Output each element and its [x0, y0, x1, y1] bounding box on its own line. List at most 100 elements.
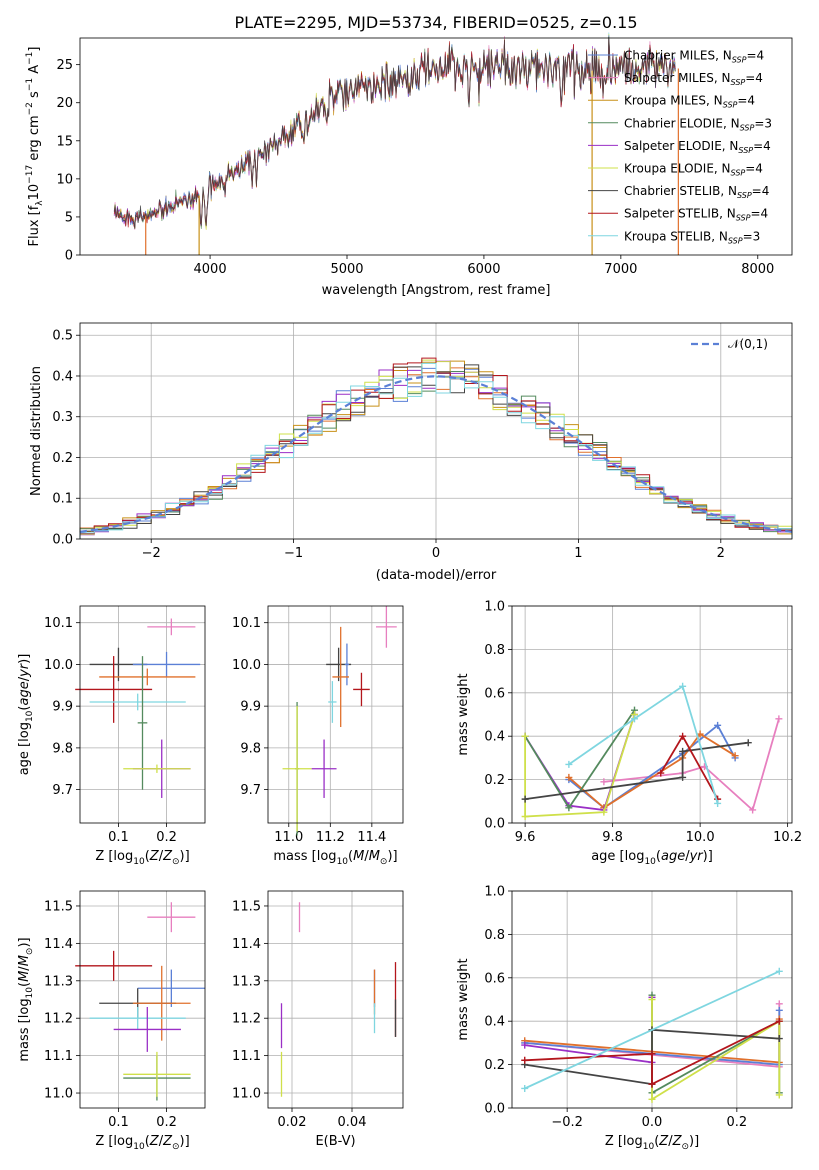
legend-entry: Salpeter STELIB, NSSP=4: [624, 207, 768, 223]
age_vs_mass-xlabel: mass [log10(M/M⊙)]: [273, 849, 397, 867]
mass_weight_vs_age-marker: [631, 715, 638, 723]
spectrum-series-line: [113, 36, 676, 229]
age_vs_Z-ylabel: age [log10(age/yr)]: [17, 654, 35, 776]
residuals-ytick-label: 0.4: [52, 369, 73, 384]
mass_weight_vs_age-marker: [749, 806, 757, 814]
residuals-ytick-label: 0.2: [52, 451, 73, 466]
mass_weight_vs_Z-series-line: [524, 970, 780, 1090]
mass_weight_vs_Z-frame: [511, 890, 793, 1109]
mass_weight_vs_Z-marker: [648, 1050, 656, 1058]
mass_weight_vs_age-series-line: [568, 684, 719, 804]
mass_weight_vs_age-marker: [521, 812, 529, 820]
spectrum-ytick-label: 15: [56, 134, 73, 149]
mass_vs_EBV-frame: [267, 890, 404, 1109]
spectrum-series-line: [113, 36, 676, 229]
age_vs_mass-axes: 11.0 11.2 11.4 9.7 9.8 9.9 10.0 10.1: [232, 606, 403, 845]
residuals-ylabel: Normed distribution: [29, 366, 44, 496]
mass_vs_Z-xtick-label: 0.1: [108, 1115, 129, 1130]
spectrum-series-line: [113, 36, 676, 230]
mass_weight_vs_age-marker: [565, 760, 573, 768]
mass_vs_Z-ytick-label: 11.4: [44, 937, 73, 952]
mass_weight_vs_age-marker: [731, 752, 739, 760]
spectrum-ytick-label: 5: [65, 210, 73, 225]
spectrum-xtick-label: 8000: [741, 262, 774, 277]
mass_weight_vs_age-marker: [679, 732, 687, 740]
mass_weight_vs_age-xtick-label: 9.8: [602, 830, 623, 845]
mass_weight_vs_Z-series-line: [651, 999, 781, 1101]
mass_vs_Z-errorbar-point: [89, 1006, 186, 1030]
mass_weight_vs_age-ytick-label: 0.2: [484, 773, 505, 788]
mass_weight_vs_age-marker: [679, 773, 687, 781]
age_vs_Z-ytick-label: 9.7: [52, 783, 73, 798]
mass_weight_vs_age-series-line: [524, 741, 749, 800]
age_vs_mass-errorbar-point: [344, 643, 349, 686]
age_vs_Z-errorbar-point: [123, 764, 191, 773]
legend-entry: Kroupa MILES, NSSP=4: [624, 94, 755, 110]
mass_weight_vs_Z-ytick-label: 0.2: [484, 1058, 505, 1073]
mass_weight_vs_Z-xtick-label: 0.0: [642, 1115, 663, 1130]
spectrum-series-line: [113, 36, 676, 228]
spectrum-xtick-label: 7000: [604, 262, 637, 277]
legend-entry: 𝒩(0,1): [728, 337, 768, 351]
mass_weight_vs_Z-xtick-label: 0.2: [727, 1115, 748, 1130]
spectrum-series-line: [113, 33, 676, 230]
spectrum-xtick-label: 6000: [467, 262, 500, 277]
age_vs_mass-ytick-label: 9.7: [240, 783, 261, 798]
residuals-xtick-label: −2: [142, 546, 161, 561]
residuals-frame: [79, 322, 793, 540]
residuals-xtick-label: 1: [574, 546, 582, 561]
mass_vs_Z-axes: 0.1 0.2 11.0 11.1 11.2 11.3 11.4 11.5: [44, 891, 205, 1130]
age_vs_mass-frame: [267, 605, 404, 824]
mass_weight_vs_Z-marker: [775, 1000, 783, 1008]
legend-entry: Kroupa STELIB, NSSP=3: [624, 229, 760, 245]
mass_vs_EBV-xlabel: E(B-V): [315, 1134, 355, 1149]
mass_weight_vs_Z-xlabel: Z [log10(Z/Z⊙)]: [605, 1134, 699, 1152]
mass_weight_vs_Z-series-line: [524, 1020, 780, 1086]
mass_vs_Z-errorbar-point: [147, 902, 196, 933]
mass_weight_vs_Z-marker: [521, 1041, 529, 1049]
mass_vs_Z-errorbar-point: [113, 1006, 181, 1052]
residuals-xtick-label: 2: [717, 546, 725, 561]
age_vs_Z-frame: [79, 605, 206, 824]
mass_vs_EBV-xtick-label: 0.04: [338, 1115, 367, 1130]
mass_weight_vs_Z-marker: [521, 1056, 529, 1064]
legend-entry: Salpeter MILES, NSSP=4: [624, 71, 763, 87]
residuals-ytick-label: 0.1: [52, 492, 73, 507]
mass_weight_vs_Z-marker: [648, 1095, 656, 1103]
age_vs_mass-ytick-label: 9.8: [240, 741, 261, 756]
spectrum-ytick-label: 10: [56, 172, 73, 187]
mass_weight_vs_age-series-line: [659, 734, 719, 800]
mass_vs_Z-xlabel: Z [log10(Z/Z⊙)]: [95, 1134, 189, 1152]
age_vs_Z-xtick-label: 0.1: [108, 830, 129, 845]
mass_vs_EBV-ytick-label: 11.0: [232, 1087, 261, 1102]
age_vs_mass-xtick-label: 11.2: [316, 830, 345, 845]
mass_weight_vs_Z-marker: [775, 1017, 783, 1025]
mass_vs_Z-frame: [79, 890, 206, 1109]
age_vs_Z-errorbar-point: [89, 693, 186, 711]
mass_vs_EBV-ytick-label: 11.3: [232, 974, 261, 989]
gaussian-reference-curve: [79, 375, 793, 533]
legend-entry: Salpeter ELODIE, NSSP=4: [624, 139, 771, 155]
figure-title: PLATE=2295, MJD=53734, FIBERID=0525, z=0…: [234, 13, 637, 32]
spectrum-frame: [79, 37, 793, 256]
age_vs_mass-ytick-label: 10.1: [232, 616, 261, 631]
mass_weight_vs_age-xtick-label: 9.6: [515, 830, 536, 845]
age_vs_mass-errorbar-point: [353, 672, 370, 707]
mass_vs_EBV-xtick-label: 0.02: [278, 1115, 307, 1130]
mass_weight_vs_Z-marker: [648, 996, 656, 1003]
mass_weight_vs_Z-ylabel: mass weight: [456, 958, 471, 1040]
mass_weight_vs_Z-axes: −0.2 0.0 0.2 0.0 0.2 0.4 0.6 0.8 1.0: [484, 885, 792, 1130]
mass_weight_vs_age-marker: [714, 721, 722, 729]
age_vs_Z-errorbar-point: [99, 668, 196, 686]
mass_weight_vs_age-axes: 9.6 9.8 10.0 10.2 0.0 0.2 0.4 0.6 0.8 1.0: [484, 600, 802, 846]
age_vs_Z-ytick-label: 9.8: [52, 741, 73, 756]
residuals-ytick-label: 0.3: [52, 410, 73, 425]
spectrum-series-line: [113, 39, 676, 229]
residuals-ytick-label: 0.5: [52, 329, 73, 344]
age_vs_mass-xtick-label: 11.4: [357, 830, 386, 845]
mass_weight_vs_Z-ytick-label: 1.0: [484, 885, 505, 900]
age_vs_mass-ytick-label: 10.0: [232, 658, 261, 673]
age_vs_mass-errorbar-point: [376, 606, 397, 648]
spectrum-ytick-label: 20: [56, 96, 73, 111]
mass_weight_vs_age-marker: [679, 747, 687, 755]
